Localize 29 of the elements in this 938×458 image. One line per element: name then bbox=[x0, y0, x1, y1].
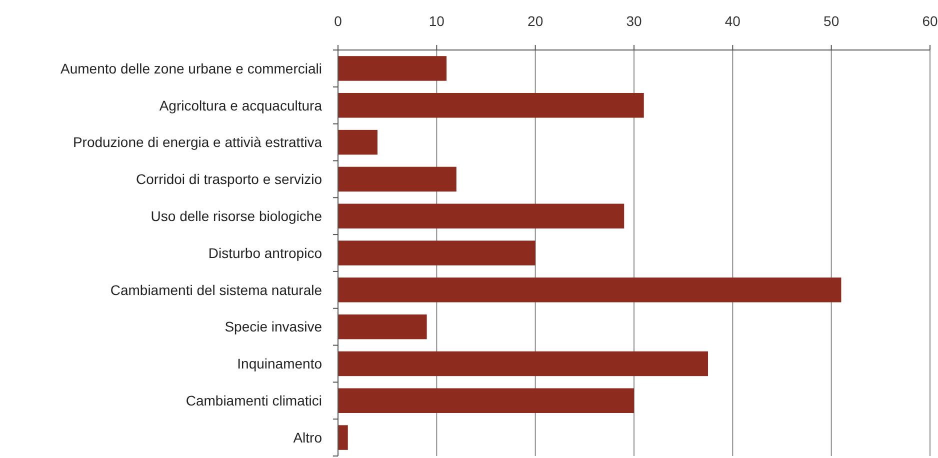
y-tick-label: Altro bbox=[293, 429, 322, 446]
bar bbox=[338, 425, 348, 450]
bar bbox=[338, 351, 708, 376]
y-tick-label: Specie invasive bbox=[224, 318, 322, 335]
y-tick-label: Disturbo antropico bbox=[208, 244, 322, 261]
x-tick-label: 20 bbox=[528, 13, 544, 29]
bar bbox=[338, 166, 456, 192]
x-tick-label: 30 bbox=[626, 13, 642, 29]
y-tick-label: Cambiamenti del sistema naturale bbox=[110, 282, 322, 298]
bar bbox=[338, 240, 536, 266]
y-tick-label: Uso delle risorse biologiche bbox=[150, 208, 322, 224]
bar bbox=[338, 314, 427, 340]
bar bbox=[338, 278, 842, 302]
bar bbox=[338, 93, 644, 118]
x-tick-label: 50 bbox=[824, 13, 840, 29]
x-tick-label: 0 bbox=[334, 13, 342, 29]
bar bbox=[338, 130, 378, 155]
y-tick-label: Corridoi di trasporto e servizio bbox=[136, 171, 322, 188]
x-tick-label: 40 bbox=[724, 13, 741, 29]
x-tick-label: 60 bbox=[922, 13, 938, 29]
bar bbox=[338, 204, 624, 228]
bar bbox=[338, 388, 634, 413]
y-tick-label: Inquinamento bbox=[237, 356, 322, 372]
x-tick-label: 10 bbox=[428, 13, 445, 29]
y-tick-label: Cambiamenti climatici bbox=[186, 392, 322, 409]
y-tick-label: Aumento delle zone urbane e commerciali bbox=[60, 60, 322, 76]
y-tick-label: Produzione di energia e attivià estrattiva bbox=[72, 134, 322, 150]
bar bbox=[338, 56, 447, 81]
y-tick-label: Agricoltura e acquacultura bbox=[159, 97, 322, 114]
